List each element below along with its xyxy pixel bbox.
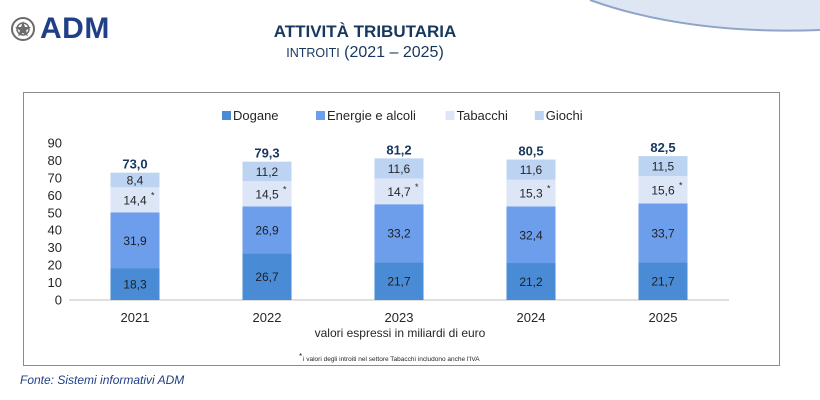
- data-label: 8,4: [127, 173, 144, 187]
- source-note: Fonte: Sistemi informativi ADM: [20, 373, 185, 387]
- total-label: 79,3: [254, 146, 279, 161]
- y-tick-label: 20: [48, 258, 62, 273]
- x-tick-label: 2025: [649, 310, 678, 325]
- page-subtitle: INTROITI (2021 – 2025): [200, 44, 530, 62]
- legend-label-3: Giochi: [546, 108, 583, 123]
- chart-frame: Dogane Energie e alcoli Tabacchi Giochi 0 10 2…: [23, 92, 780, 366]
- data-label: 15,3: [519, 187, 543, 201]
- legend-swatch-1: [316, 111, 325, 120]
- bar-segment-0: [110, 268, 160, 300]
- bar-segment-1: [374, 204, 424, 263]
- bar-segment-1: [242, 206, 292, 254]
- legend-label-0: Dogane: [233, 108, 279, 123]
- bar-segment-2: [110, 187, 160, 213]
- y-tick-label: 50: [48, 205, 62, 220]
- asterisk-mark: *: [283, 184, 287, 194]
- total-label: 80,5: [518, 144, 543, 159]
- bar-segment-0: [506, 263, 556, 300]
- data-label: 33,2: [387, 227, 411, 241]
- data-label: 32,4: [519, 228, 543, 242]
- asterisk-mark: *: [151, 190, 155, 200]
- bar-segment-3: [506, 159, 556, 180]
- asterisk-mark: *: [547, 184, 551, 194]
- bar-segment-2: [638, 176, 688, 204]
- data-label: 18,3: [123, 278, 147, 292]
- footnote-asterisk: *: [299, 352, 302, 361]
- data-label: 21,2: [519, 275, 543, 289]
- legend-swatch-3: [534, 111, 544, 120]
- data-label: 11,6: [520, 163, 543, 177]
- bar-segment-1: [638, 203, 688, 263]
- subtitle-suffix: (2021 – 2025): [344, 44, 444, 61]
- legend-swatch-2: [445, 111, 455, 120]
- data-label: 33,7: [651, 226, 675, 240]
- data-label: 21,7: [387, 275, 411, 289]
- data-label: 31,9: [123, 234, 147, 248]
- data-label: 14,7: [387, 185, 411, 199]
- bar-segment-3: [242, 161, 292, 182]
- y-tick-label: 40: [48, 223, 62, 238]
- footnote-text: i valori degli introiti nel settore Taba…: [303, 356, 480, 363]
- bar-segment-3: [110, 172, 160, 188]
- y-tick-label: 80: [48, 153, 62, 168]
- bar-segment-2: [506, 179, 556, 207]
- bar-segment-3: [638, 156, 688, 177]
- data-label: 11,6: [388, 162, 411, 176]
- data-label: 21,7: [651, 275, 675, 289]
- x-axis-label: valori espressi in miliardi di euro: [315, 326, 486, 340]
- x-tick-label: 2022: [253, 310, 282, 325]
- total-label: 73,0: [122, 157, 147, 172]
- total-label: 82,5: [650, 140, 675, 155]
- x-tick-label: 2021: [121, 310, 150, 325]
- emblem-icon: [11, 17, 35, 41]
- page-title: ATTIVITÀ TRIBUTARIA: [273, 22, 457, 41]
- y-tick-label: 70: [48, 170, 62, 185]
- legend-label-1: Energie e alcoli: [327, 108, 416, 123]
- y-tick-label: 90: [48, 136, 62, 151]
- legend-swatch-0: [222, 111, 231, 120]
- bar-segment-2: [242, 181, 292, 207]
- bar-segment-0: [638, 262, 688, 300]
- x-tick-label: 2023: [385, 310, 414, 325]
- y-tick-label: 10: [48, 275, 62, 290]
- data-label: 11,2: [256, 165, 279, 179]
- asterisk-mark: *: [415, 182, 419, 192]
- data-label: 26,9: [255, 223, 279, 237]
- data-label: 11,5: [652, 160, 675, 174]
- logo-text: ADM: [40, 12, 110, 45]
- legend-label-2: Tabacchi: [457, 108, 508, 123]
- data-label: 14,4: [123, 193, 147, 207]
- bar-segment-1: [110, 212, 160, 269]
- data-label: 15,6: [651, 183, 675, 197]
- y-tick-label: 30: [48, 240, 62, 255]
- bar-segment-0: [242, 253, 292, 300]
- bar-segment-0: [374, 262, 424, 300]
- bar-segment-3: [374, 158, 424, 179]
- y-tick-label: 60: [48, 188, 62, 203]
- data-label: 14,5: [255, 187, 279, 201]
- x-tick-label: 2024: [517, 310, 546, 325]
- bar-segment-2: [374, 178, 424, 205]
- data-label: 26,7: [255, 270, 279, 284]
- asterisk-mark: *: [679, 180, 683, 190]
- stacked-bar-chart: Dogane Energie e alcoli Tabacchi Giochi 0 10 2…: [48, 108, 729, 363]
- y-tick-label: 0: [55, 293, 62, 308]
- adm-logo: ADM: [10, 12, 110, 46]
- subtitle-prefix: INTROITI: [286, 46, 340, 60]
- bar-segment-1: [506, 206, 556, 264]
- total-label: 81,2: [386, 142, 411, 157]
